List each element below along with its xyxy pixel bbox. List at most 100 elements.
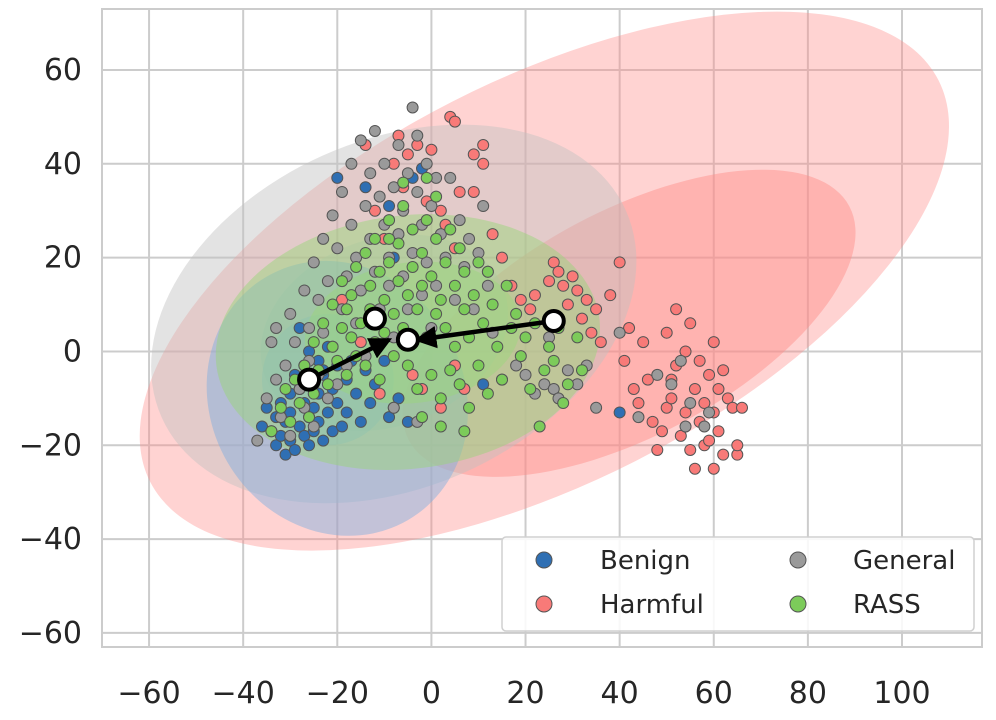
point-benign: [383, 200, 396, 213]
point-general: [538, 378, 551, 391]
point-harmful: [354, 336, 367, 349]
legend-label-harmful: Harmful: [600, 590, 704, 620]
point-harmful: [496, 251, 508, 264]
y-tick-label: 0: [63, 334, 82, 369]
point-benign: [331, 171, 344, 184]
point-harmful: [561, 298, 574, 311]
point-general: [698, 420, 711, 433]
point-benign: [364, 397, 377, 410]
point-rass: [524, 382, 537, 395]
point-rass: [444, 364, 457, 377]
point-harmful: [712, 425, 725, 438]
point-benign: [392, 392, 405, 405]
point-general: [463, 232, 476, 245]
x-tick-label: 0: [422, 676, 441, 711]
point-harmful: [693, 354, 706, 367]
point-harmful: [434, 204, 447, 217]
point-rass: [340, 368, 353, 381]
point-rass: [453, 242, 466, 255]
y-tick-label: −40: [19, 522, 82, 557]
x-tick-label: 80: [789, 676, 827, 711]
point-harmful: [453, 185, 466, 198]
point-rass: [533, 420, 546, 433]
point-rass: [458, 425, 471, 438]
point-rass: [430, 190, 443, 203]
point-rass: [425, 270, 438, 283]
point-benign: [613, 406, 626, 419]
point-general: [354, 284, 367, 297]
point-harmful: [486, 228, 499, 241]
point-rass: [345, 289, 358, 302]
point-general: [420, 256, 433, 269]
point-harmful: [613, 256, 626, 269]
point-rass: [397, 176, 410, 189]
point-rass: [411, 382, 424, 395]
centroid-marker: [362, 306, 387, 331]
point-general: [368, 124, 381, 137]
point-rass: [444, 223, 457, 236]
point-general: [387, 181, 400, 194]
point-harmful: [373, 387, 386, 400]
point-general: [307, 256, 320, 269]
x-tick-label: −20: [306, 676, 369, 711]
point-general: [430, 279, 443, 292]
point-benign: [321, 406, 334, 419]
point-harmful: [576, 312, 588, 325]
point-rass: [345, 331, 358, 344]
centroid-marker: [395, 327, 420, 352]
point-harmful: [707, 336, 720, 349]
point-general: [270, 373, 283, 386]
shift-arrow: [413, 318, 555, 349]
point-general: [284, 429, 297, 442]
point-rass: [425, 368, 438, 381]
point-harmful: [703, 434, 716, 447]
point-rass: [303, 411, 316, 424]
point-rass: [340, 303, 353, 316]
point-rass: [373, 373, 386, 386]
point-general: [288, 336, 301, 349]
legend-marker-general: [789, 551, 807, 569]
shift-arrow: [308, 337, 393, 382]
point-harmful: [688, 382, 701, 395]
point-general: [265, 336, 278, 349]
point-benign: [354, 415, 367, 428]
point-rass: [496, 373, 508, 386]
point-harmful: [717, 364, 730, 377]
point-harmful: [632, 397, 645, 410]
point-rass: [359, 359, 372, 372]
point-harmful: [721, 392, 734, 405]
point-harmful: [703, 368, 716, 381]
point-general: [373, 190, 386, 203]
point-harmful: [585, 326, 598, 339]
centroid-marker: [541, 308, 566, 333]
point-general: [481, 279, 494, 292]
point-rass: [378, 293, 391, 306]
y-tick-label: −60: [19, 616, 82, 651]
y-axis-tick-labels: 60 40 20 0 −20 −40 −60: [19, 53, 82, 651]
point-rass: [401, 359, 414, 372]
point-rass: [406, 261, 419, 274]
point-general: [378, 157, 391, 170]
point-harmful: [660, 401, 673, 414]
point-benign: [298, 429, 311, 442]
point-rass: [458, 265, 471, 278]
legend-box: [501, 536, 975, 632]
legend: Benign General Harmful RASS: [501, 536, 975, 632]
x-axis-tick-labels: −60 −40 −20 0 20 40 60 80 100: [117, 676, 930, 711]
point-benign: [477, 378, 490, 391]
point-harmful: [660, 326, 673, 339]
y-tick-label: 60: [44, 53, 82, 88]
point-general: [665, 378, 678, 391]
point-rass: [448, 340, 461, 353]
legend-label-general: General: [853, 546, 955, 576]
point-rass: [491, 340, 504, 353]
point-harmful: [477, 157, 490, 170]
point-general: [613, 326, 626, 339]
point-benign: [350, 387, 363, 400]
point-general: [336, 185, 348, 198]
point-general: [298, 284, 311, 297]
point-benign: [331, 397, 344, 410]
point-general: [251, 434, 264, 447]
x-tick-label: −40: [212, 676, 275, 711]
point-general: [364, 167, 377, 180]
